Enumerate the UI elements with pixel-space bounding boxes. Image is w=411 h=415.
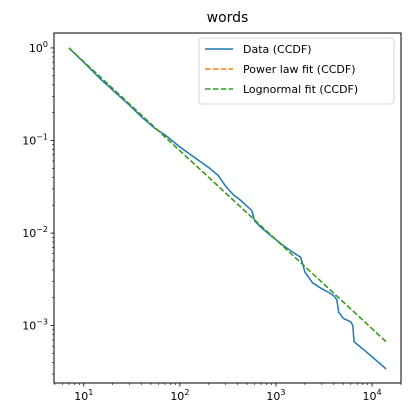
y-tick-label-exponent: −3 (36, 318, 48, 327)
plot-frame (53, 32, 402, 384)
x-tick-label-base: 10 (74, 390, 88, 403)
y-tick-label: 100 (29, 40, 48, 55)
x-tick-label-base: 10 (363, 390, 377, 403)
legend: Data (CCDF) Power law fit (CCDF) Lognormal… (198, 37, 395, 105)
legend-label-1: Power law fit (CCDF) (243, 63, 356, 76)
x-tick-label: 101 (74, 388, 93, 403)
legend-label-2: Lognormal fit (CCDF) (243, 83, 358, 96)
y-tick-label-base: 10 (29, 42, 43, 55)
y-tick-label-exponent: 0 (43, 40, 48, 49)
y-tick-label-exponent: −2 (36, 225, 48, 234)
x-tick-label: 104 (363, 388, 382, 403)
y-tick-label-base: 10 (22, 227, 36, 240)
legend-box (198, 37, 395, 105)
y-tick-label: 10−2 (22, 225, 48, 240)
y-tick-label-exponent: −1 (36, 133, 48, 142)
x-tick-label: 103 (266, 388, 285, 403)
legend-label-0: Data (CCDF) (243, 43, 312, 56)
x-tick-label-exponent: 3 (280, 388, 285, 397)
x-tick-label-base: 10 (266, 390, 280, 403)
x-tick-label-exponent: 4 (377, 388, 382, 397)
x-tick-label-exponent: 2 (184, 388, 189, 397)
series-line-2 (68, 47, 387, 343)
x-tick-label-base: 10 (170, 390, 184, 403)
x-tick-label: 102 (170, 388, 189, 403)
chart-title: words (207, 10, 249, 26)
y-tick-label-base: 10 (22, 320, 36, 333)
x-tick-label-exponent: 1 (88, 388, 93, 397)
y-tick-label: 10−1 (22, 133, 48, 148)
y-tick-label: 10−3 (22, 318, 48, 333)
series-layer (68, 47, 387, 370)
y-tick-label-base: 10 (22, 135, 36, 148)
